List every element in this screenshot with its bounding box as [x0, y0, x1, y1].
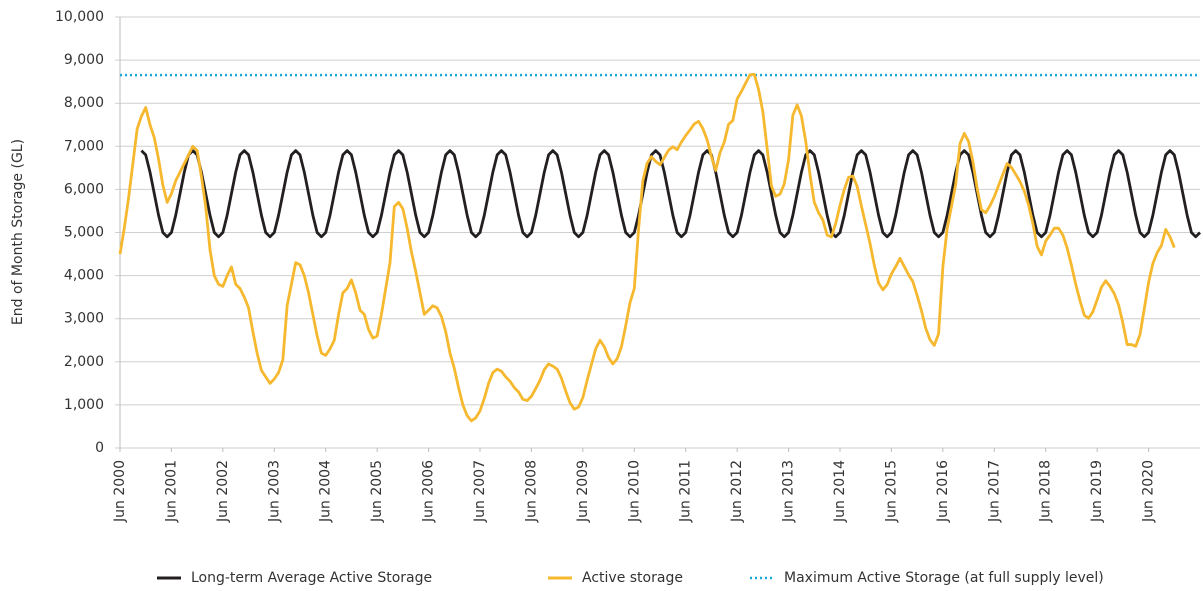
x-tick-label: Jun 2016 [935, 460, 951, 523]
y-tick-label: 9,000 [64, 52, 104, 68]
y-tick-label: 0 [95, 440, 104, 456]
x-tick-label: Jun 2009 [575, 460, 591, 523]
y-tick-label: 6,000 [64, 181, 104, 197]
series-line [118, 72, 1176, 423]
y-axis-label: End of Month Storage (GL) [10, 139, 26, 325]
x-tick-label: Jun 2001 [163, 460, 179, 523]
y-tick-label: 1,000 [64, 397, 104, 413]
y-tick-label: 8,000 [64, 95, 104, 111]
x-tick-label: Jun 2017 [986, 460, 1002, 523]
x-tick-label: Jun 2005 [369, 460, 385, 523]
x-tick-label: Jun 2020 [1141, 460, 1157, 523]
legend-label: Long-term Average Active Storage [191, 570, 432, 586]
x-tick-label: Jun 2002 [215, 460, 231, 523]
x-tick-label: Jun 2019 [1089, 460, 1105, 523]
y-tick-label: 3,000 [64, 311, 104, 327]
x-tick-label: Jun 2013 [781, 460, 797, 523]
x-tick-label: Jun 2004 [318, 460, 334, 523]
y-tick-label: 4,000 [64, 268, 104, 284]
x-tick-label: Jun 2018 [1038, 460, 1054, 523]
x-tick-label: Jun 2011 [678, 460, 694, 523]
legend-label: Maximum Active Storage (at full supply l… [784, 570, 1104, 586]
y-tick-label: 10,000 [55, 9, 104, 25]
x-tick-label: Jun 2014 [832, 460, 848, 523]
legend-label: Active storage [582, 570, 683, 586]
x-tick-label: Jun 2006 [421, 460, 437, 523]
x-tick-label: Jun 2008 [523, 460, 539, 523]
x-tick-label: Jun 2007 [472, 460, 488, 523]
x-tick-label: Jun 2012 [729, 460, 745, 523]
y-tick-label: 5,000 [64, 225, 104, 241]
series-line [140, 149, 1201, 239]
x-tick-label: Jun 2010 [626, 460, 642, 523]
x-tick-label: Jun 2003 [266, 460, 282, 523]
y-tick-label: 2,000 [64, 354, 104, 370]
y-tick-label: 7,000 [64, 138, 104, 154]
x-tick-label: Jun 2000 [112, 460, 128, 523]
x-tick-label: Jun 2015 [883, 460, 899, 523]
